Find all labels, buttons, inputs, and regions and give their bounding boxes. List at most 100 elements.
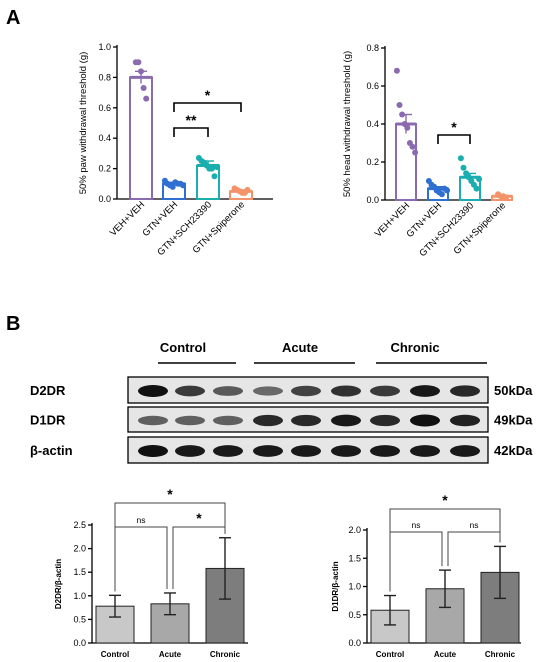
y-axis-label: 50% head withdrawal threshold (g): [342, 51, 353, 197]
panel-label-a: A: [6, 7, 20, 29]
data-point: [502, 195, 509, 202]
y-tick-label: 0.0: [348, 638, 361, 648]
blot-band: [331, 445, 361, 457]
data-point: [473, 185, 480, 192]
data-point: [460, 164, 467, 171]
blot-row-label: β-actin: [30, 443, 73, 458]
blot-row-label: D2DR: [30, 383, 66, 398]
data-point: [214, 164, 221, 171]
blot-band: [450, 385, 480, 397]
blot-row-label: D1DR: [30, 413, 66, 428]
bar: [129, 76, 153, 200]
data-point: [438, 191, 445, 198]
chart-d1dr-ratio: 0.0 0.5 1.0 1.5 2.0 D1DR/β-actin Control Acute C…: [331, 492, 521, 659]
y-tick-label: 2.0: [348, 525, 361, 535]
significance-label: ns: [470, 520, 479, 530]
blot-group-label: Control: [160, 340, 206, 355]
y-tick-label: 1.5: [73, 567, 86, 577]
blot-group-label: Acute: [282, 340, 318, 355]
significance-bracket: [389, 508, 501, 592]
significance-label: *: [205, 87, 211, 103]
data-point: [476, 176, 483, 183]
x-category-label: Acute: [434, 650, 457, 659]
x-category-label: Acute: [159, 650, 182, 659]
blot-kda-label: 42kDa: [494, 443, 533, 458]
blot-band: [213, 386, 243, 396]
blot-band: [370, 385, 400, 397]
blot-band: [331, 385, 361, 397]
blot-band: [291, 414, 321, 427]
blot-band: [410, 414, 440, 427]
x-category-label: Chronic: [210, 650, 241, 659]
blot-band: [450, 414, 480, 427]
y-tick-label: 0.8: [98, 72, 111, 82]
blot-band: [253, 414, 283, 427]
blot-group-label: Chronic: [390, 340, 439, 355]
y-axis-label: D1DR/β-actin: [331, 561, 340, 611]
panel-label-b: B: [6, 313, 20, 335]
blot-band: [291, 385, 321, 397]
chart-d2dr-ratio: 0.0 0.5 1.0 1.5 2.0 2.5 D2DR/β-actin Control Acu…: [54, 486, 248, 659]
data-point: [412, 149, 419, 156]
blot-band: [331, 414, 361, 427]
significance-bracket: [114, 502, 226, 592]
blot-band: [253, 445, 283, 457]
y-tick-label: 0.4: [98, 133, 111, 143]
data-point: [409, 143, 416, 150]
data-point: [138, 68, 144, 75]
chart-paw-threshold: 0.0 0.2 0.4 0.6 0.8 1.0 50% paw withdrawal thr…: [78, 42, 273, 258]
data-point: [244, 186, 251, 193]
blot-band: [213, 445, 243, 457]
bar: [480, 571, 520, 644]
y-tick-label: 0.4: [366, 119, 379, 129]
significance-label: **: [186, 112, 197, 128]
significance-label: ns: [412, 520, 421, 530]
y-tick-label: 0.0: [98, 194, 111, 204]
data-point: [393, 67, 400, 74]
blot-band: [175, 385, 205, 397]
y-tick-label: 1.0: [73, 591, 86, 601]
y-tick-label: 0.8: [366, 43, 379, 53]
significance-label: *: [451, 119, 457, 135]
y-tick-label: 0.5: [73, 614, 86, 624]
data-point: [444, 187, 451, 194]
significance-label: *: [167, 486, 173, 502]
y-tick-label: 0.0: [366, 195, 379, 205]
data-point: [140, 85, 147, 92]
data-point: [211, 173, 218, 180]
significance-bracket: [447, 531, 501, 567]
data-point: [180, 182, 187, 189]
y-tick-label: 0.0: [73, 638, 86, 648]
blot-band: [370, 445, 400, 457]
y-tick-label: 2.0: [73, 544, 86, 554]
blot-band: [291, 445, 321, 457]
data-point: [399, 111, 406, 118]
blot-kda-label: 49kDa: [494, 413, 533, 428]
y-tick-label: 1.0: [98, 42, 111, 52]
y-tick-label: 0.6: [98, 103, 111, 113]
data-point: [169, 183, 176, 190]
bar: [395, 123, 417, 201]
significance-bracket: [173, 102, 242, 112]
western-blot: Control Acute Chronic D2DR 50kDa D1DR 49kDa β-a…: [30, 340, 533, 464]
x-category-label: Chronic: [485, 650, 516, 659]
blot-band: [138, 415, 168, 426]
y-tick-label: 0.2: [366, 157, 379, 167]
y-axis-label: D2DR/β-actin: [54, 559, 63, 609]
blot-band: [410, 445, 440, 457]
blot-band: [213, 415, 243, 426]
data-point: [396, 102, 403, 108]
blot-band: [138, 445, 168, 457]
x-category-label: Control: [101, 650, 129, 659]
blot-band: [175, 445, 205, 457]
significance-label: *: [442, 492, 448, 508]
y-tick-label: 0.6: [366, 81, 379, 91]
significance-bracket: [173, 127, 209, 137]
blot-band: [175, 415, 205, 426]
blot-band: [138, 385, 168, 397]
y-tick-label: 1.0: [348, 582, 361, 592]
data-point: [404, 124, 411, 131]
significance-bracket: [437, 134, 471, 144]
y-tick-label: 0.2: [98, 164, 111, 174]
